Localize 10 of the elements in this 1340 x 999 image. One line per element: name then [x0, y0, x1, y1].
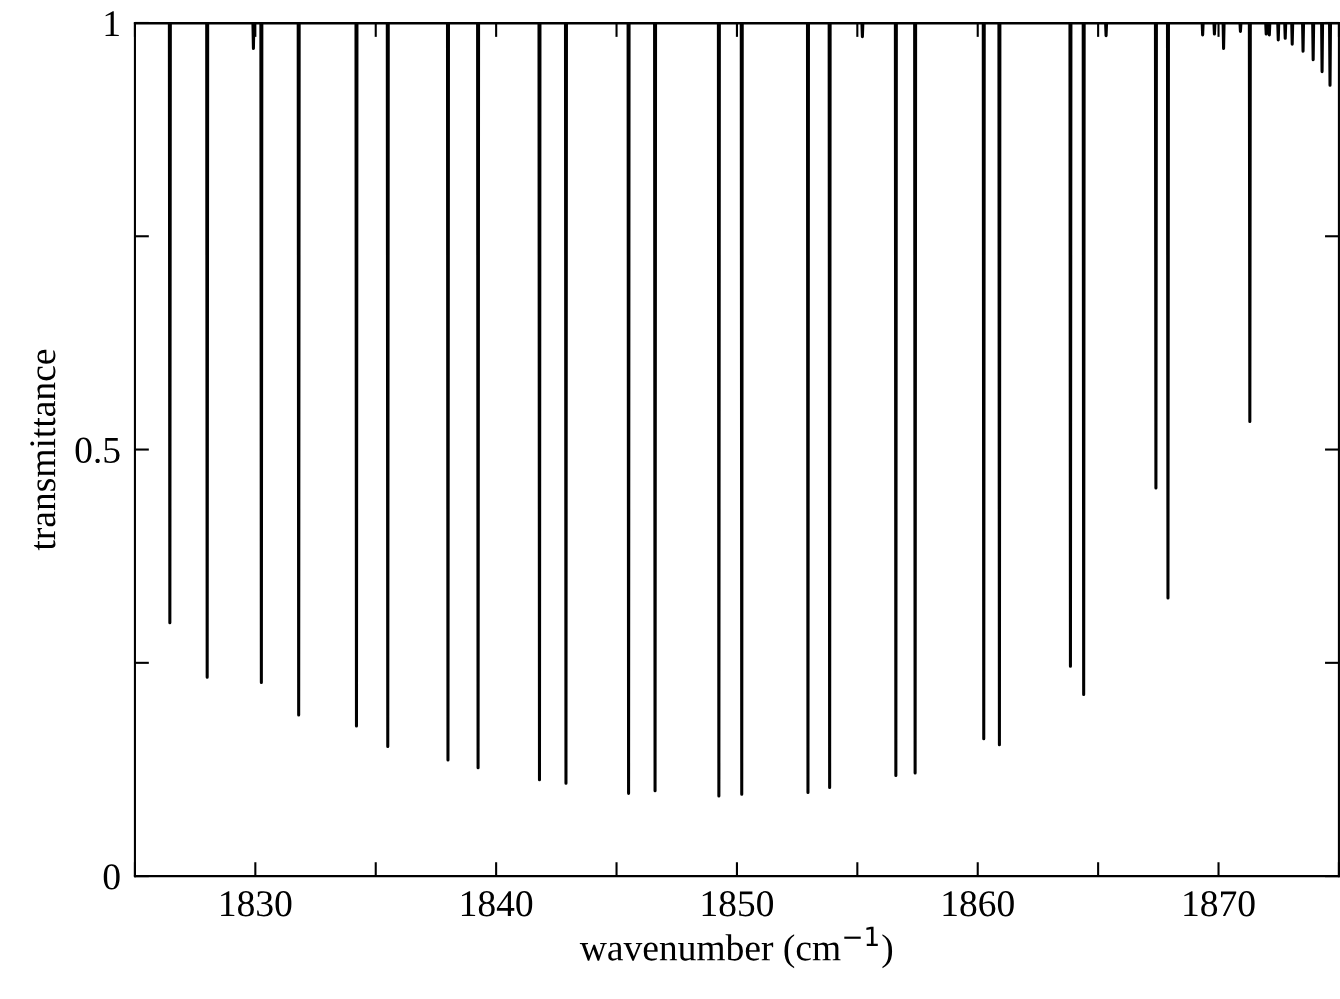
x-tick-label: 1840 [461, 891, 533, 917]
x-axis-title: wavenumber (cm$^{−1}$) [579, 926, 893, 969]
x-tick-label: 1860 [943, 891, 1014, 917]
x-tick-label: 1870 [1184, 891, 1255, 917]
x-tick-label: 1830 [221, 891, 292, 917]
y-tick-label: 1 [105, 11, 119, 36]
y-tick-label: 0 [103, 864, 120, 890]
x-tick-label: 1850 [702, 891, 773, 917]
y-tick-label: 0.5 [75, 437, 120, 464]
y-axis-title: transmittance [30, 349, 56, 551]
